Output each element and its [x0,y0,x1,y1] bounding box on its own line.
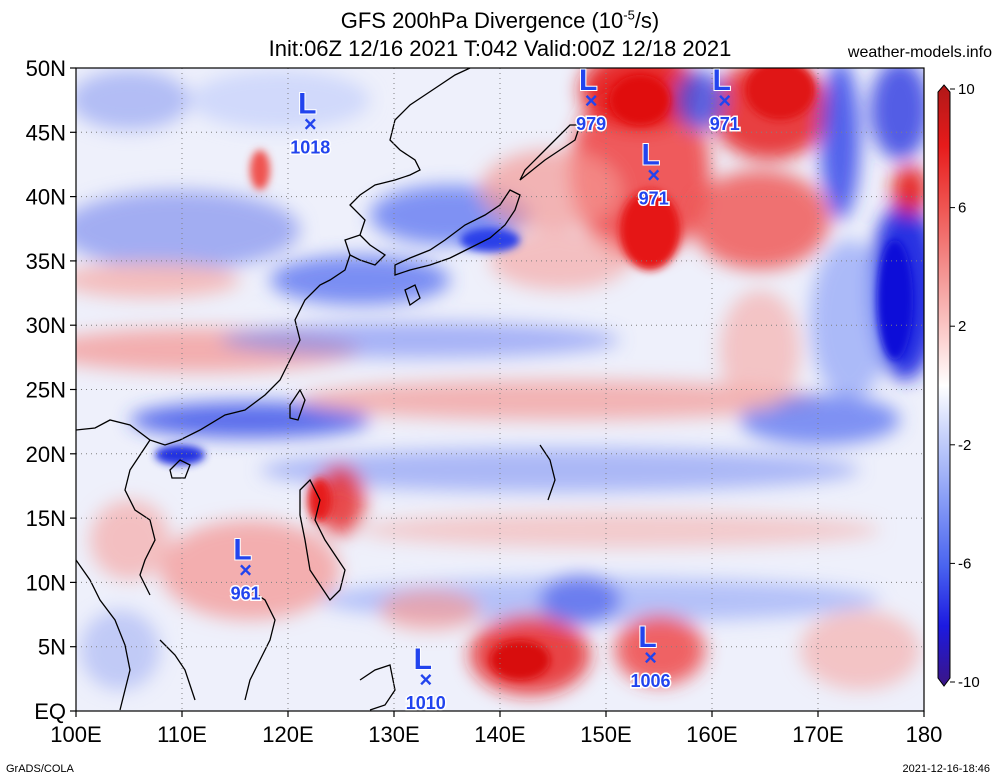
low-pressure-value: 971 [710,114,740,134]
footer-software: GrADS/COLA [6,763,74,775]
lat-tick-label: 45N [26,120,66,145]
low-letter: L [713,64,731,97]
colorbar-tick-label: 10 [958,81,975,98]
colorbar-tick-label: -2 [958,437,971,454]
title-suffix: /s) [634,8,660,34]
lon-tick-label: 100E [50,722,101,747]
low-pressure-value: 979 [576,114,606,134]
low-marker: L×1006 [629,620,672,693]
lon-tick-label: 120E [262,722,313,747]
footer-timestamp: 2021-12-16-18:46 [902,763,990,775]
coastlines [76,68,581,711]
lon-tick-label: 150E [580,722,631,747]
lon-tick-label: 180 [906,722,943,747]
low-pressure-value: 971 [639,189,669,209]
chart-subtitle: Init:06Z 12/16 2021 T:042 Valid:00Z 12/1… [0,36,1000,62]
low-marker: L×971 [637,138,670,211]
low-letter: L [233,534,251,567]
lon-tick-label: 110E [157,722,207,747]
low-center-mark: × [239,558,252,583]
colorbar-labels: 10 6 2 -2 -6 -10 [950,81,980,691]
lat-tick-label: 50N [26,56,66,81]
low-marker: L×1018 [289,86,332,159]
lon-tick-label: 140E [474,722,525,747]
low-marker: L×971 [708,63,741,135]
lon-axis: 100E 110E 120E 130E 140E 150E 160E 170E 180 [50,711,942,747]
lon-tick-label: 160E [686,722,737,747]
colorbar-gradient [937,84,951,687]
lat-tick-label: 10N [26,570,66,595]
low-center-mark: × [304,111,317,136]
low-center-mark: × [647,163,660,188]
low-letter: L [638,621,656,654]
low-marker: L×979 [575,63,608,135]
lat-axis: 50N 45N 40N 35N 30N 25N 20N 15N 10N 5N EQ [26,56,76,724]
low-pressure-value: 961 [231,584,261,604]
low-center-mark: × [419,667,432,692]
colorbar-tick-label: -10 [958,674,980,691]
low-center-mark: × [585,88,598,113]
subtitle-text: Init:06Z 12/16 2021 T:042 Valid:00Z 12/1… [268,36,732,61]
colorbar: 10 6 2 -2 -6 -10 [937,81,980,691]
lat-tick-label: EQ [34,699,66,724]
lon-tick-label: 130E [368,722,419,747]
low-center-mark: × [718,88,731,113]
lon-tick-label: 170E [792,722,843,747]
low-center-mark: × [644,645,657,670]
lat-tick-label: 20N [26,442,66,467]
title-exponent: -5 [623,8,635,23]
low-letter: L [414,643,432,676]
colorbar-tick-label: -6 [958,555,971,572]
colorbar-tick-label: 6 [958,200,966,217]
lat-tick-label: 30N [26,313,66,338]
low-pressure-value: 1010 [406,693,446,713]
gridlines [76,68,924,711]
low-pressure-value: 1018 [290,137,330,157]
lat-tick-label: 5N [38,635,66,660]
low-marker: L×961 [229,533,262,606]
lat-tick-label: 25N [26,378,66,403]
chart-title: GFS 200hPa Divergence (10-5/s) [0,8,1000,34]
colorbar-tick-label: 2 [958,318,966,335]
low-marker: L×1010 [404,642,447,715]
field-layer [76,68,924,711]
lat-tick-label: 35N [26,249,66,274]
low-letter: L [579,64,597,97]
title-prefix: GFS 200hPa Divergence (10 [340,8,624,34]
site-credit: weather-models.info [847,44,992,61]
low-letter: L [298,87,316,120]
lat-tick-label: 15N [26,506,66,531]
low-letter: L [642,139,660,172]
lat-tick-label: 40N [26,185,66,210]
low-pressure-value: 1006 [630,671,670,691]
